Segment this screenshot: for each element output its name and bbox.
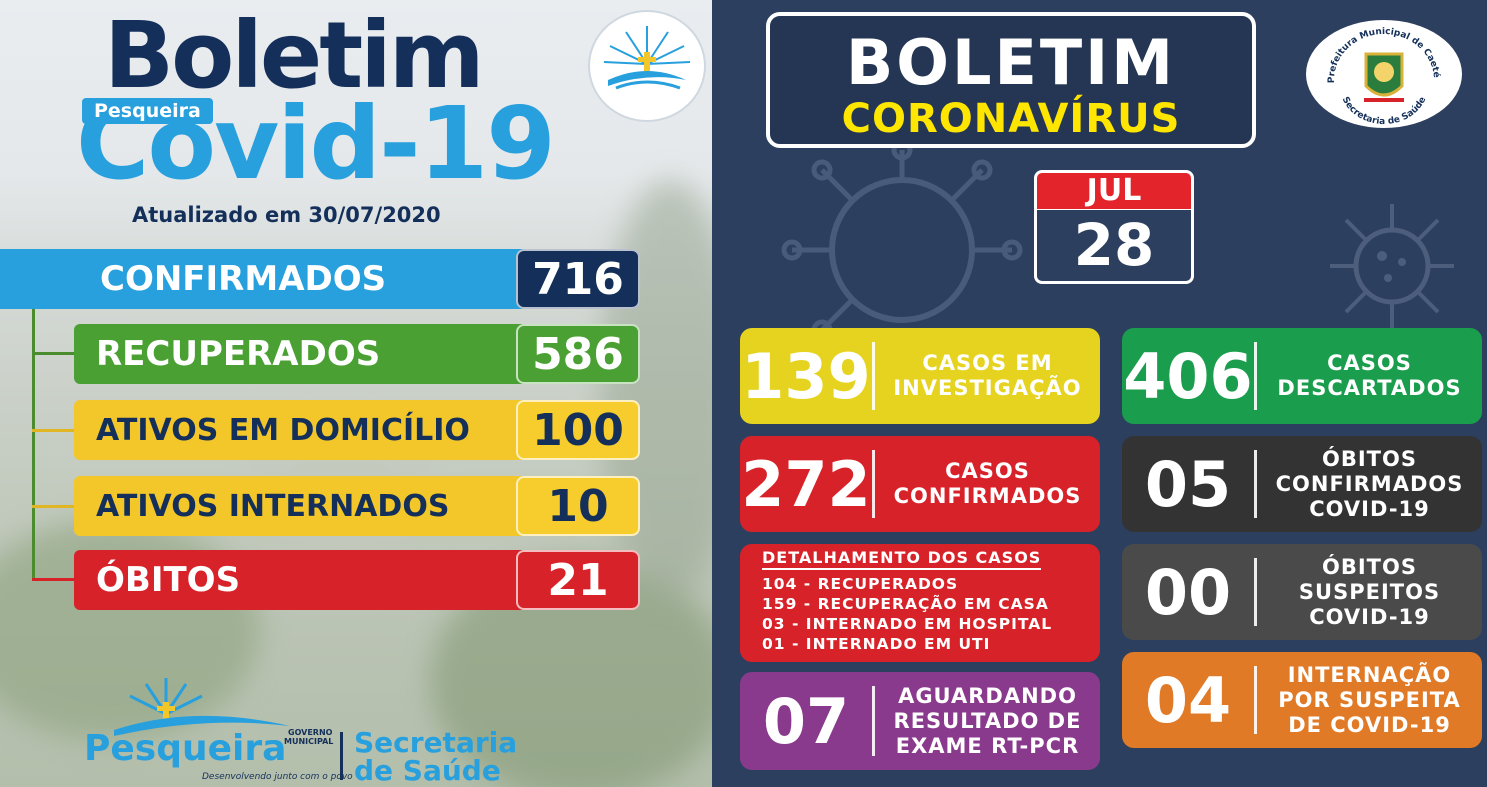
left-bulletin-panel: Boletim Covid-19 Pesqueira Atualizado em… xyxy=(0,0,712,787)
card-divider xyxy=(1254,450,1257,518)
card-desc: CASOS DESCARTADOS xyxy=(1257,351,1482,401)
card-desc-line: RESULTADO DE xyxy=(893,708,1082,733)
card-desc-line: INVESTIGAÇÃO xyxy=(893,376,1082,400)
card-desc: CASOS CONFIRMADOS xyxy=(875,459,1100,509)
card-divider xyxy=(872,686,875,756)
stat-row-ativos-internados: ATIVOS INTERNADOS 10 xyxy=(74,476,640,536)
card-desc: CASOS EM INVESTIGAÇÃO xyxy=(875,351,1100,401)
slogan: Desenvolvendo junto com o povo xyxy=(202,772,353,782)
background-tree xyxy=(600,180,712,600)
card-number: 406 xyxy=(1123,339,1253,413)
date-month: JUL xyxy=(1034,170,1194,212)
detail-line: 104 - RECUPERADOS xyxy=(762,575,959,593)
card-number: 272 xyxy=(741,447,871,521)
title-coronavirus: CORONAVÍRUS xyxy=(841,96,1181,142)
detail-line: 01 - INTERNADO EM UTI xyxy=(762,635,991,653)
stat-label: ATIVOS INTERNADOS xyxy=(74,476,530,536)
sunrise-icon xyxy=(114,678,290,736)
card-obitos-suspeitos: 00 ÓBITOS SUSPEITOS COVID-19 xyxy=(1122,544,1482,640)
card-desc-line: INTERNAÇÃO xyxy=(1287,662,1452,687)
card-desc-line: CONFIRMADOS xyxy=(1275,471,1464,496)
gov-label: GOVERNO xyxy=(288,728,333,737)
connector-line xyxy=(32,352,76,355)
card-internacao: 04 INTERNAÇÃO POR SUSPEITA DE COVID-19 xyxy=(1122,652,1482,748)
card-desc-line: COVID-19 xyxy=(1309,496,1430,521)
city-tag: Pesqueira xyxy=(82,98,213,124)
connector-line xyxy=(32,429,76,432)
card-divider xyxy=(1254,666,1257,734)
card-desc-line: CASOS EM xyxy=(922,351,1053,375)
card-desc: ÓBITOS CONFIRMADOS COVID-19 xyxy=(1257,447,1482,522)
card-confirmados: 272 CASOS CONFIRMADOS xyxy=(740,436,1100,532)
title-boletim: Boletim xyxy=(104,2,485,109)
stat-label: ÓBITOS xyxy=(74,550,530,610)
card-descartados: 406 CASOS DESCARTADOS xyxy=(1122,328,1482,424)
card-desc-line: POR SUSPEITA xyxy=(1278,687,1461,712)
card-desc: AGUARDANDO RESULTADO DE EXAME RT-PCR xyxy=(875,684,1100,759)
footer-divider xyxy=(340,732,343,780)
card-divider xyxy=(872,450,875,518)
stat-row-confirmados: CONFIRMADOS 716 xyxy=(0,249,640,309)
virus-icon xyxy=(1330,204,1454,328)
title-boletim: BOLETIM xyxy=(846,26,1176,99)
stat-row-recuperados: RECUPERADOS 586 xyxy=(74,324,640,384)
pesqueira-footer-logo: Pesqueira GOVERNO MUNICIPAL Desenvolvend… xyxy=(84,674,524,787)
stat-label: ATIVOS EM DOMICÍLIO xyxy=(74,400,530,460)
date-day: 28 xyxy=(1034,210,1194,284)
card-desc-line: CASOS xyxy=(945,459,1030,483)
card-desc-line: CONFIRMADOS xyxy=(893,484,1082,508)
card-divider xyxy=(1254,342,1257,410)
secretaria-label: Secretaria xyxy=(354,726,518,759)
card-desc-line: COVID-19 xyxy=(1309,604,1430,629)
card-investigacao: 139 CASOS EM INVESTIGAÇÃO xyxy=(740,328,1100,424)
card-aguardando: 07 AGUARDANDO RESULTADO DE EXAME RT-PCR xyxy=(740,672,1100,770)
detail-line: 159 - RECUPERAÇÃO EM CASA xyxy=(762,595,1049,613)
stat-value: 716 xyxy=(516,249,640,309)
card-desc-line: CASOS xyxy=(1327,351,1412,375)
detail-line: 03 - INTERNADO EM HOSPITAL xyxy=(762,615,1053,633)
card-desc-line: AGUARDANDO xyxy=(898,683,1077,708)
card-desc: ÓBITOS SUSPEITOS COVID-19 xyxy=(1257,555,1482,630)
right-bulletin-panel: BOLETIM CORONAVÍRUS Prefeitura Municipal… xyxy=(712,0,1487,787)
card-number: 04 xyxy=(1144,663,1232,737)
detail-title: DETALHAMENTO DOS CASOS xyxy=(762,548,1042,570)
secretaria-label: de Saúde xyxy=(354,754,501,787)
municipal-seal-icon: Prefeitura Municipal de Caetés Secretari… xyxy=(1303,13,1462,128)
stat-value: 100 xyxy=(516,400,640,460)
card-desc-line: DE COVID-19 xyxy=(1288,712,1451,737)
card-divider xyxy=(1254,558,1257,626)
gov-label: MUNICIPAL xyxy=(284,737,334,746)
card-desc-line: ÓBITOS xyxy=(1322,554,1417,579)
stat-label: CONFIRMADOS xyxy=(0,249,530,309)
updated-date: Atualizado em 30/07/2020 xyxy=(132,203,441,227)
card-number: 07 xyxy=(762,684,850,758)
card-number: 139 xyxy=(741,339,871,413)
card-desc-line: EXAME RT-PCR xyxy=(895,733,1080,758)
stat-value: 21 xyxy=(516,550,640,610)
connector-line xyxy=(32,505,76,508)
card-desc-line: ÓBITOS xyxy=(1322,446,1417,471)
card-obitos-confirmados: 05 ÓBITOS CONFIRMADOS COVID-19 xyxy=(1122,436,1482,532)
stat-row-obitos: ÓBITOS 21 xyxy=(74,550,640,610)
card-number: 05 xyxy=(1144,447,1232,521)
card-desc: INTERNAÇÃO POR SUSPEITA DE COVID-19 xyxy=(1257,663,1482,738)
card-divider xyxy=(872,342,875,410)
sunrise-logo-icon xyxy=(588,10,706,122)
stat-value: 10 xyxy=(516,476,640,536)
card-desc-line: SUSPEITOS xyxy=(1298,579,1441,604)
card-number: 00 xyxy=(1144,555,1232,629)
brand-name: Pesqueira xyxy=(84,728,287,769)
detail-card: DETALHAMENTO DOS CASOS 104 - RECUPERADOS… xyxy=(740,544,1100,662)
stat-row-ativos-domicilio: ATIVOS EM DOMICÍLIO 100 xyxy=(74,400,640,460)
title-box: BOLETIM CORONAVÍRUS xyxy=(766,12,1256,148)
connector-line xyxy=(32,298,35,580)
card-desc-line: DESCARTADOS xyxy=(1277,376,1462,400)
connector-line xyxy=(32,578,76,581)
stat-value: 586 xyxy=(516,324,640,384)
stat-label: RECUPERADOS xyxy=(74,324,530,384)
